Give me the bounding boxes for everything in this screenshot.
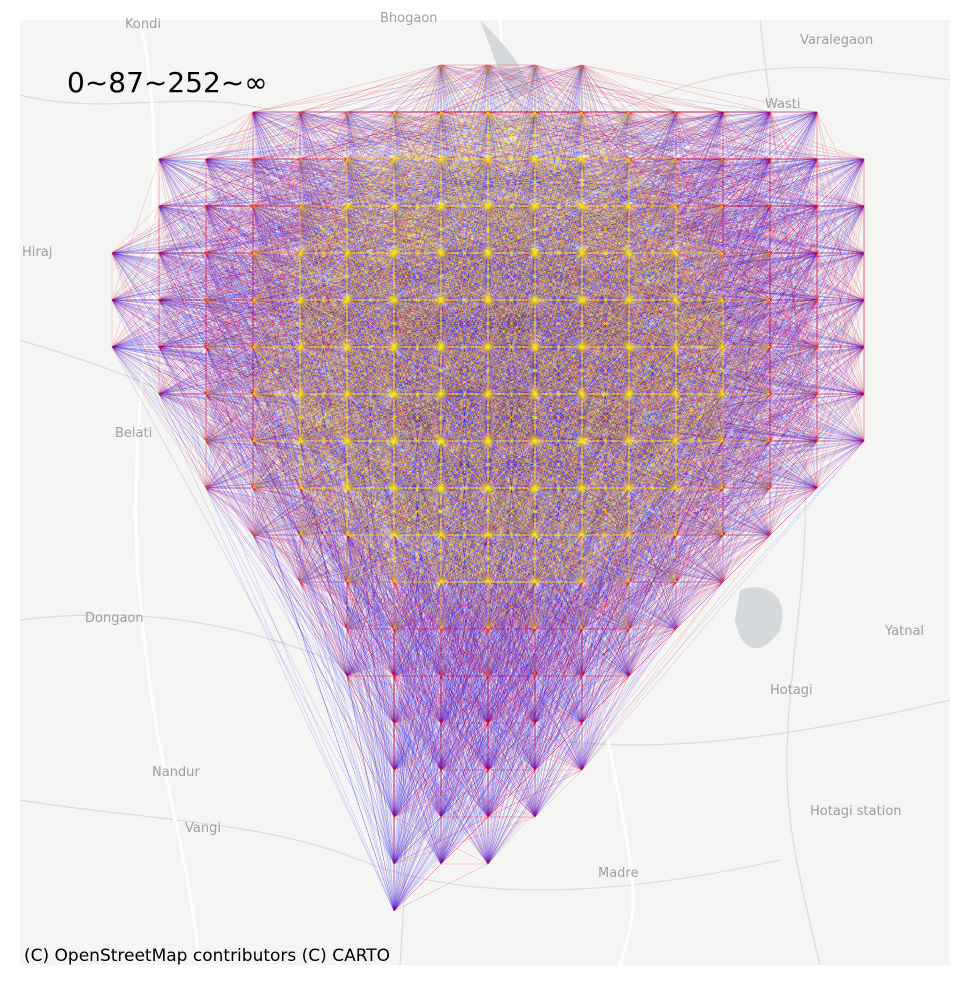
edges-yellow [205,64,818,677]
water [735,587,783,649]
place-label: Belati [115,426,152,441]
place-label: Kondi [125,17,161,32]
place-label: Madre [598,866,639,881]
road [19,66,951,150]
basemap [20,20,950,965]
road [759,19,821,966]
edges-red [111,64,865,912]
place-label: Bhogaon [380,11,438,26]
place-label: Yatnal [884,624,924,639]
place-label: Hotagi [770,683,813,698]
place-labels: Kondi Bhogaon Varalegaon Hiraj Wasti Bel… [22,11,924,881]
road [134,19,202,966]
place-label: Hotagi station [810,804,902,819]
road [19,799,781,891]
place-label: Wasti [765,97,800,112]
place-label: Hiraj [22,245,52,260]
legend: 0~87~252~∞ [67,66,268,99]
edges-blue [111,64,865,912]
place-label: Varalegaon [800,33,873,48]
attribution: (C) OpenStreetMap contributors (C) CARTO [24,946,390,966]
road [19,614,951,746]
water [480,20,530,100]
road [498,19,635,966]
place-label: Dongaon [85,611,144,626]
place-label: Nandur [152,765,200,780]
network [111,64,865,912]
roads [19,19,951,966]
place-label: Vangi [185,821,221,836]
